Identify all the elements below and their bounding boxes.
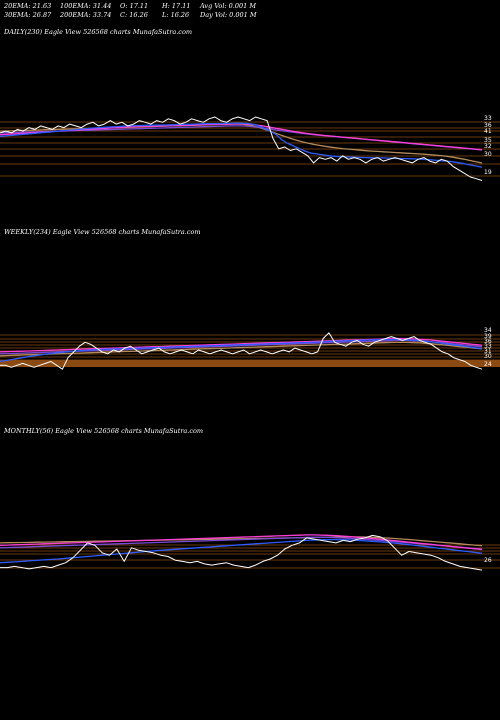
header-day-vol: Day Vol: 0.001 M [200, 11, 257, 19]
series-line-price [0, 116, 483, 181]
tick-label: 34 [484, 327, 492, 334]
weekly-chart-title: WEEKLY(234) Eagle View 526568 charts Mun… [4, 228, 201, 236]
series-line-ema-pink [0, 534, 483, 551]
header-high: H: 17.11 [162, 2, 191, 10]
tick-label: 30 [484, 151, 492, 158]
tick-label: 33 [484, 115, 492, 122]
daily-chart-title: DAILY(230) Eagle View 526568 charts Muna… [4, 28, 193, 36]
series-line-ema-blue [0, 538, 483, 564]
monthly-chart-title: MONTHLY(56) Eagle View 526568 charts Mun… [4, 427, 204, 435]
tick-label: 39 [484, 333, 492, 340]
series-line-ema-blue [0, 122, 483, 168]
series-line-ema-tan [0, 536, 483, 547]
tick-label: 26 [484, 557, 492, 564]
tick-label: 33 [484, 343, 492, 350]
tick-label: 36 [484, 338, 492, 345]
monthly-chart: 26 [0, 534, 500, 571]
header-ema100: 100EMA: 31.44 [60, 2, 112, 10]
tick-label: 35 [484, 137, 492, 144]
header-ema20: 20EMA: 21.63 [4, 2, 52, 10]
header-open: O: 17.11 [120, 2, 149, 10]
tick-label: 31 [484, 348, 492, 355]
tick-label: 19 [484, 169, 492, 176]
tick-label: 30 [484, 353, 492, 360]
support-band [0, 360, 500, 367]
header-close: C: 16.26 [120, 11, 148, 19]
tick-label: 32 [484, 143, 492, 150]
tick-label: 36 [484, 122, 492, 129]
series-line-price [0, 332, 483, 370]
series-line-ema-pink [0, 337, 483, 353]
header-ema200: 200EMA: 33.74 [60, 11, 112, 19]
series-line-ema-purple [0, 536, 483, 550]
series-line-price [0, 534, 483, 571]
header-ema30: 30EMA: 26.87 [4, 11, 52, 19]
tick-label: 41 [484, 128, 492, 135]
series-line-ema-tan [0, 341, 483, 357]
header-low: L: 16.26 [162, 11, 190, 19]
tick-label: 24 [484, 361, 492, 368]
header-avg-vol: Avg Vol: 0.001 M [200, 2, 257, 10]
